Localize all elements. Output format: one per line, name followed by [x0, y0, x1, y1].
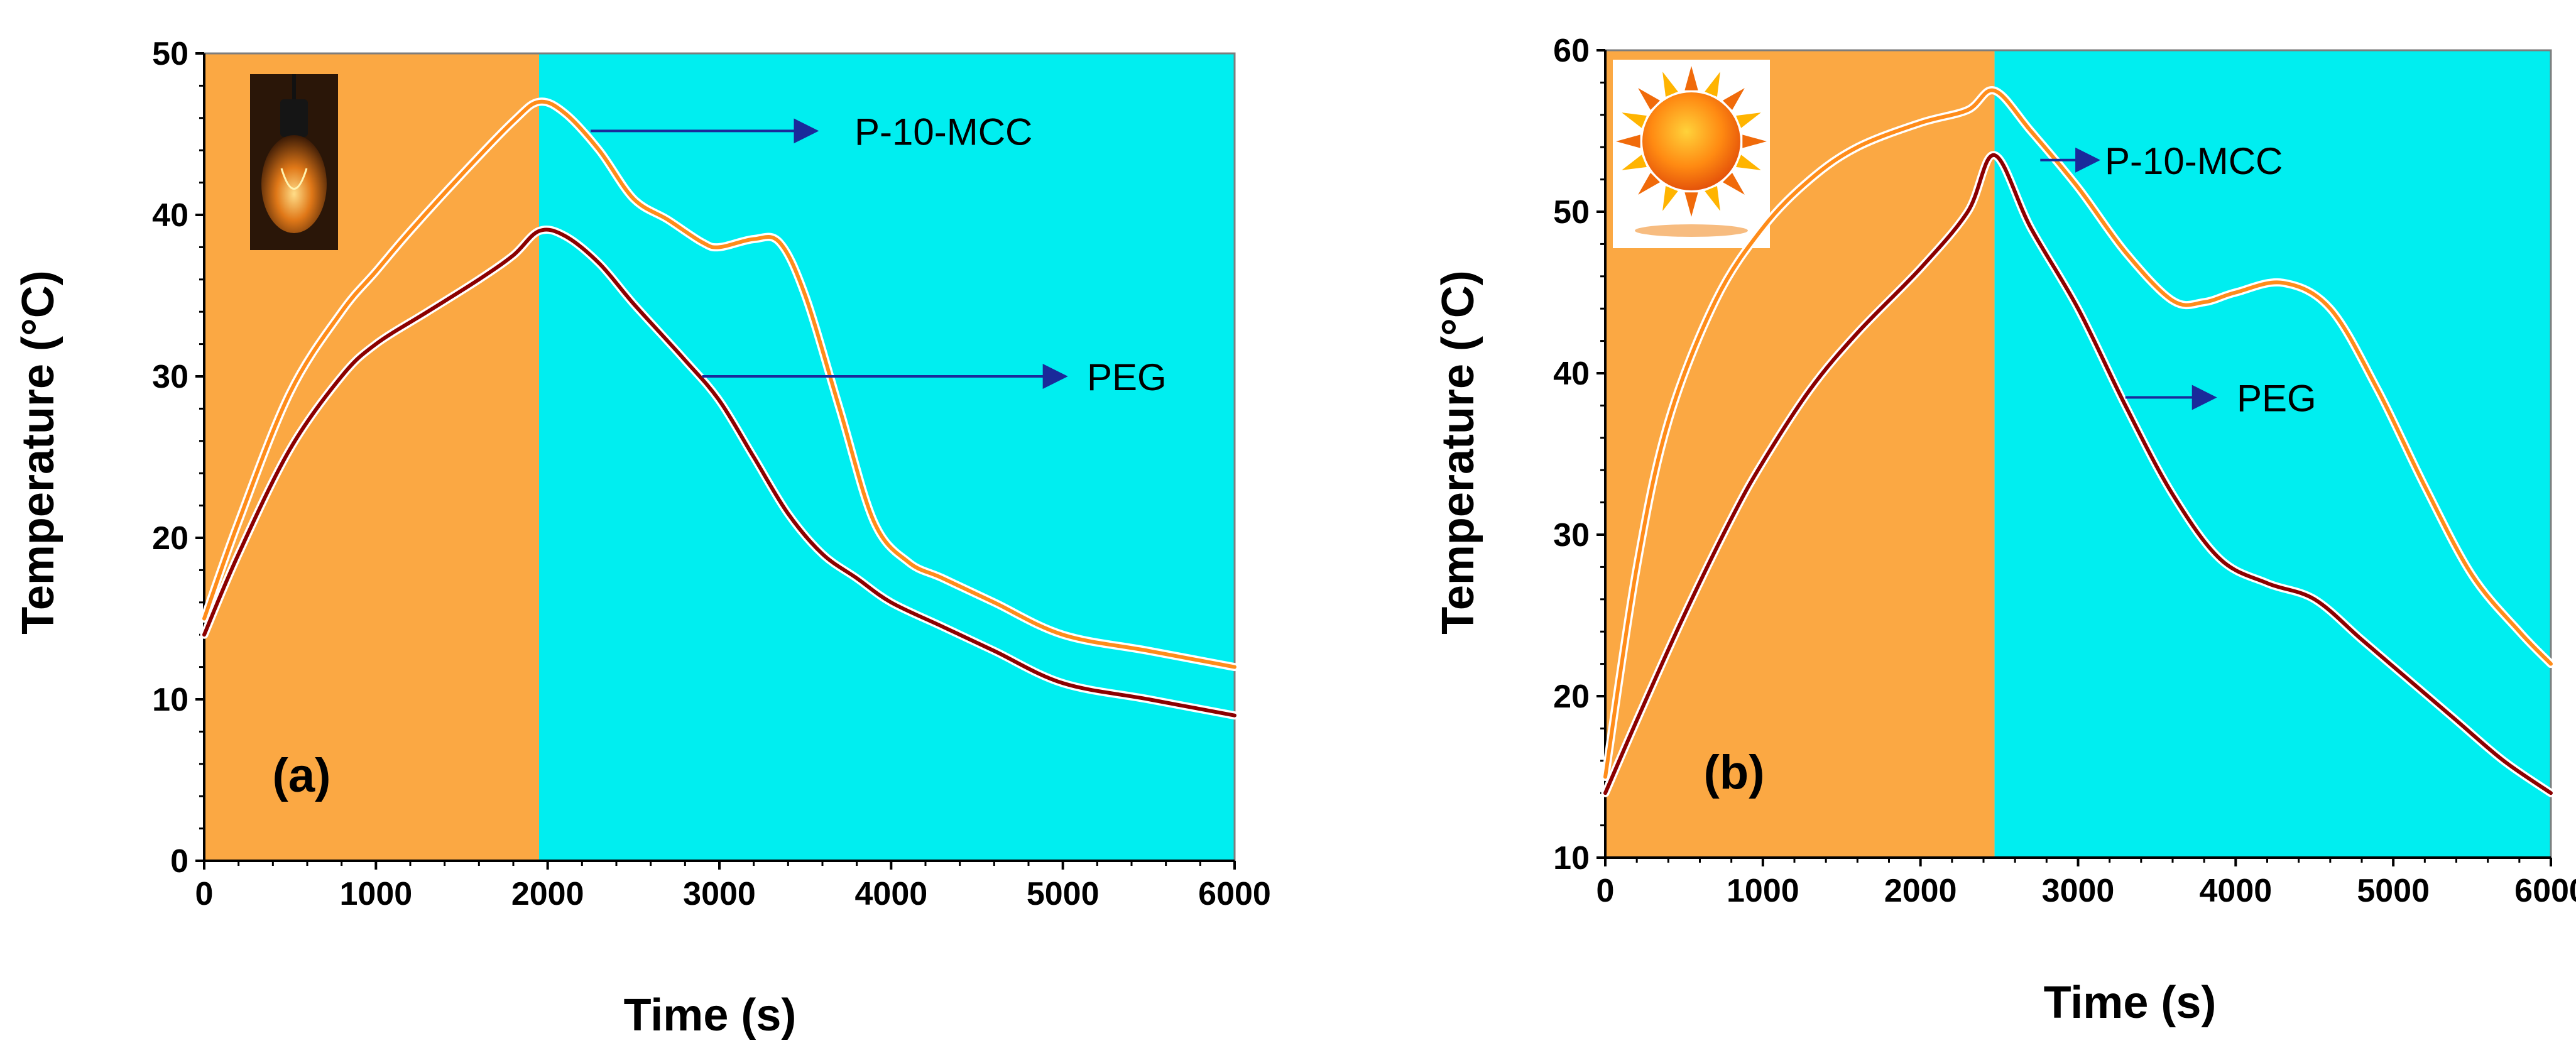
sun-ray	[1742, 134, 1767, 148]
bulb-filament	[280, 168, 308, 190]
x-tick-label: 5000	[1027, 876, 1100, 912]
y-tick-label: 30	[152, 359, 188, 395]
sun-ray	[1722, 88, 1745, 111]
series-peg	[1601, 151, 2555, 797]
series-p-10-mcc	[200, 97, 1239, 672]
y-tick-label: 30	[1553, 517, 1590, 554]
sun-icon	[1613, 60, 1770, 248]
y-axis-title: Temperature (°C)	[13, 270, 63, 635]
series-peg	[200, 226, 1239, 720]
light-bulb-icon	[250, 74, 338, 250]
x-tick-label: 1000	[1727, 873, 1799, 909]
sun-ray	[1638, 172, 1661, 195]
x-tick-label: 4000	[2199, 873, 2272, 909]
x-axis-title: Time (s)	[624, 990, 797, 1040]
sun-disc	[1642, 92, 1740, 190]
x-tick-label: 0	[195, 876, 214, 912]
y-tick-label: 0	[170, 843, 188, 880]
x-tick-label: 5000	[2357, 873, 2430, 909]
panel-label: (a)	[273, 749, 331, 802]
bulb-glass	[261, 135, 327, 233]
x-tick-label: 3000	[2042, 873, 2115, 909]
sun-ray	[1662, 72, 1678, 97]
y-tick-label: 40	[1553, 356, 1590, 392]
series-line	[202, 99, 1236, 669]
x-axis-title: Time (s)	[2044, 978, 2217, 1028]
panel-b: 10 20 30 40 50 60 0 1000 2000 3000 4000 5000 6000 Tim…	[1433, 33, 2576, 1028]
sun-ray	[1705, 72, 1720, 97]
sun-ray	[1622, 155, 1647, 170]
sun-ray	[1616, 134, 1640, 148]
sun-ray	[1684, 192, 1698, 217]
x-tick-label: 4000	[854, 876, 927, 912]
x-tick-label: 2000	[511, 876, 584, 912]
y-tick-label: 20	[1553, 679, 1590, 715]
annotation-label-p-10-mcc: P-10-MCC	[854, 111, 1032, 153]
y-tick-label: 50	[152, 36, 188, 72]
series-line	[1603, 88, 2553, 779]
sun-ray	[1684, 66, 1698, 90]
panel-label: (b)	[1703, 746, 1764, 799]
series-line	[1603, 153, 2553, 795]
annotation-label-p-10-mcc: P-10-MCC	[2105, 140, 2283, 182]
y-axis-title: Temperature (°C)	[1433, 270, 1483, 635]
x-tick-label: 0	[1596, 873, 1615, 909]
annotation-label-peg: PEG	[2237, 378, 2317, 420]
sun-ray	[1736, 112, 1761, 128]
sun-rays	[1616, 66, 1767, 217]
series-p-10-mcc	[1601, 86, 2555, 781]
y-tick-label: 20	[152, 520, 188, 557]
y-tick-label: 10	[152, 682, 188, 718]
panel-a: 0 10 20 30 40 50 0 1000 2000 3000 4000 5000 6000 Time…	[13, 36, 1271, 1040]
y-tick-label: 60	[1553, 33, 1590, 69]
bulb-socket	[280, 99, 308, 137]
sun-ray	[1722, 172, 1745, 195]
series-line	[202, 227, 1236, 718]
annotation-label-peg: PEG	[1087, 356, 1167, 398]
x-tick-label: 1000	[339, 876, 412, 912]
sun-horizon	[1635, 224, 1748, 237]
x-tick-label: 6000	[2514, 873, 2576, 909]
sun-ray	[1705, 186, 1720, 211]
x-tick-label: 2000	[1884, 873, 1957, 909]
y-tick-label: 40	[152, 197, 188, 234]
sun-ray	[1622, 112, 1647, 128]
x-tick-label: 3000	[683, 876, 756, 912]
x-tick-label: 6000	[1198, 876, 1271, 912]
y-tick-label: 10	[1553, 840, 1590, 876]
sun-ray	[1736, 155, 1761, 170]
y-tick-label: 50	[1553, 194, 1590, 231]
sun-ray	[1638, 88, 1661, 111]
sun-ray	[1662, 186, 1678, 211]
phase-region-cooling	[539, 53, 1235, 861]
